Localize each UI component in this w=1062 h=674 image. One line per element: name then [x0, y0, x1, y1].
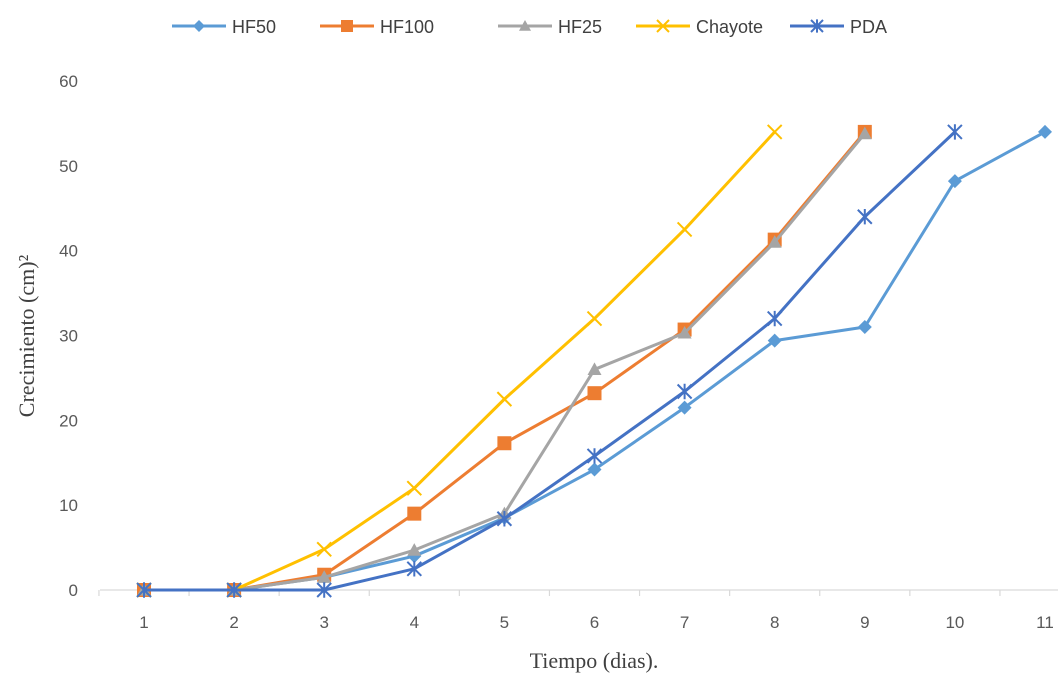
data-point-chayote	[676, 221, 693, 238]
y-tick-label: 60	[59, 72, 78, 91]
data-point-hf50	[857, 320, 872, 335]
x-tick-label: 2	[229, 613, 238, 632]
data-point-pda	[947, 124, 963, 140]
series-line-hf50	[144, 130, 1046, 592]
series-chayote	[136, 124, 783, 598]
data-point-chayote	[316, 541, 332, 557]
legend-swatch-marker	[810, 19, 824, 33]
data-point-pda	[766, 310, 783, 327]
data-point-hf100	[587, 386, 602, 401]
data-point-hf25	[317, 570, 332, 583]
legend-swatch-marker	[656, 19, 670, 33]
x-tick-label: 6	[590, 613, 599, 632]
y-tick-label: 50	[59, 157, 78, 176]
x-tick-label: 8	[770, 613, 779, 632]
data-point-pda	[496, 511, 513, 527]
x-axis: 1 2 3 4 5 6 7 8 9 10 11	[98, 589, 1058, 632]
y-tick-label: 30	[59, 327, 78, 346]
data-point-hf50	[1038, 124, 1052, 139]
x-tick-label: 5	[500, 613, 509, 632]
data-point-pda	[586, 448, 603, 464]
y-tick-label: 10	[59, 496, 78, 515]
legend-item-hf50: HF50	[172, 17, 276, 37]
y-axis-title: Crecimiento (cm)²	[14, 254, 39, 417]
legend-item-hf25: HF25	[498, 17, 602, 37]
legend-label: HF25	[558, 17, 602, 37]
x-tick-label: 3	[319, 613, 328, 632]
legend-label: Chayote	[696, 17, 763, 37]
series-line-pda	[144, 130, 956, 592]
legend: HF50 HF100 HF25 Chayote PDA	[172, 17, 887, 37]
x-tick-label: 4	[410, 613, 419, 632]
data-point-hf25	[407, 543, 422, 556]
legend-swatch-marker	[341, 20, 353, 32]
y-axis: 0 10 20 30 40 50 60	[59, 72, 78, 600]
legend-swatch-marker	[519, 20, 531, 31]
series-layer	[136, 124, 1052, 598]
legend-label: HF100	[380, 17, 434, 37]
x-tick-label: 7	[680, 613, 689, 632]
data-point-chayote	[766, 124, 783, 140]
data-point-hf50	[767, 333, 782, 348]
legend-item-hf100: HF100	[320, 17, 434, 37]
x-tick-label: 10	[945, 613, 964, 632]
data-point-pda	[226, 582, 242, 598]
series-line-chayote	[144, 130, 776, 592]
data-point-pda	[676, 383, 693, 400]
data-point-hf50	[677, 400, 692, 415]
series-hf50	[137, 124, 1052, 597]
data-point-hf50	[587, 462, 602, 477]
legend-item-chayote: Chayote	[636, 17, 763, 37]
y-tick-label: 20	[59, 411, 78, 430]
x-tick-label: 9	[860, 613, 869, 632]
series-pda	[136, 124, 963, 598]
data-point-hf50	[947, 174, 962, 189]
y-tick-label: 0	[69, 581, 78, 600]
data-point-hf25	[677, 325, 692, 339]
data-point-pda	[316, 582, 332, 598]
legend-swatch-marker	[193, 20, 205, 32]
legend-label: HF50	[232, 17, 276, 37]
x-axis-title: Tiempo (dias).	[530, 648, 659, 673]
data-point-hf100	[407, 506, 422, 521]
data-point-chayote	[406, 480, 423, 496]
data-point-hf25	[587, 362, 602, 376]
data-point-pda	[857, 209, 873, 225]
data-point-hf25	[767, 235, 782, 248]
data-point-hf100	[497, 436, 512, 451]
data-point-pda	[136, 582, 152, 598]
x-tick-label: 11	[1036, 613, 1054, 632]
data-point-hf25	[857, 126, 872, 140]
data-point-pda	[406, 561, 423, 577]
data-point-chayote	[496, 391, 513, 407]
data-point-chayote	[586, 310, 603, 327]
legend-item-pda: PDA	[790, 17, 887, 37]
legend-label: PDA	[850, 17, 887, 37]
x-tick-label: 1	[139, 613, 148, 632]
y-tick-label: 40	[59, 242, 78, 261]
